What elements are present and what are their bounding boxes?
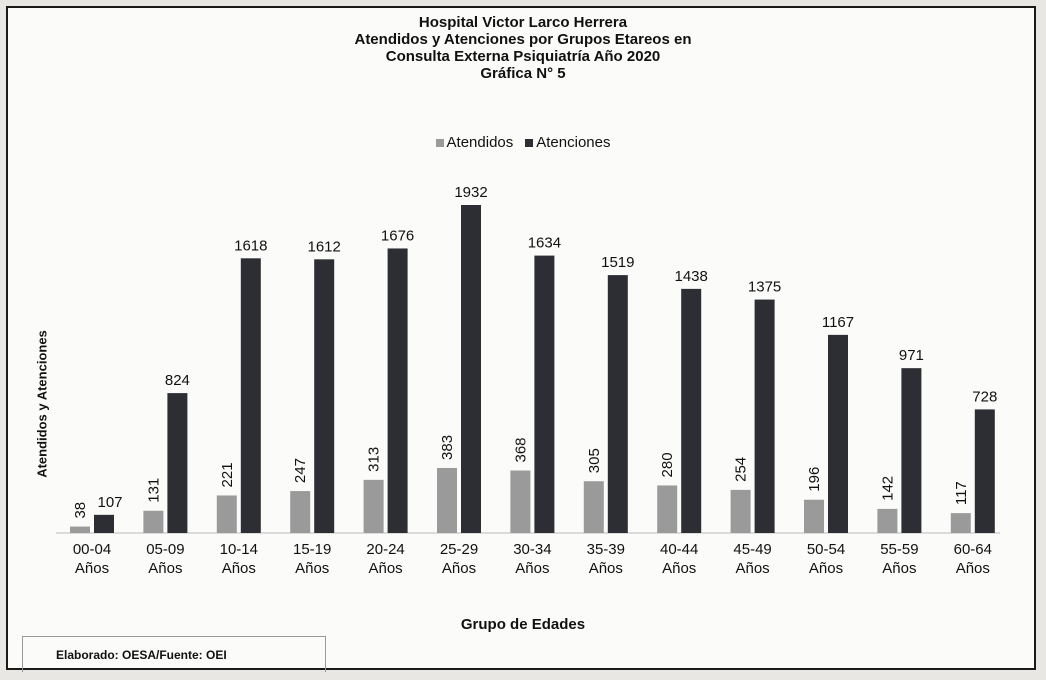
bar-atendidos [510, 470, 531, 533]
bar-atenciones [607, 275, 628, 533]
x-tick-label: 15-19 [293, 541, 331, 558]
data-label-atendidos: 280 [659, 452, 676, 477]
x-tick-label: 60-64 [954, 541, 992, 558]
bar-atenciones [754, 299, 775, 533]
bar-atendidos [583, 481, 604, 533]
legend-item-atendidos: Atendidos [435, 134, 514, 151]
data-label-atenciones: 107 [97, 494, 122, 511]
x-tick-label: Años [148, 560, 182, 577]
data-label-atenciones: 728 [972, 388, 997, 405]
bar-atenciones [534, 255, 555, 533]
data-label-atenciones: 824 [165, 372, 190, 389]
data-label-atenciones: 1676 [381, 227, 414, 244]
data-label-atendidos: 117 [953, 481, 970, 505]
bar-atenciones [828, 334, 848, 533]
bar-atenciones [681, 288, 702, 533]
data-label-atendidos: 196 [806, 467, 823, 492]
data-label-atendidos: 383 [439, 435, 456, 460]
x-tick-label: 30-34 [513, 541, 551, 558]
bar-atendidos [730, 489, 751, 533]
data-label-atendidos: 368 [512, 437, 529, 462]
bar-atendidos [70, 526, 90, 533]
data-label-atendidos: 247 [292, 458, 309, 483]
data-label-atenciones: 1438 [675, 268, 708, 285]
x-tick-label: Años [515, 560, 549, 577]
x-tick-label: Años [735, 560, 769, 577]
data-label-atenciones: 1618 [234, 237, 267, 254]
x-tick-label: Años [368, 560, 402, 577]
bar-atenciones [167, 393, 188, 533]
data-label-atendidos: 142 [879, 476, 896, 501]
x-tick-label: Años [956, 560, 990, 577]
bar-atendidos [143, 510, 164, 533]
data-label-atenciones: 1519 [601, 254, 634, 271]
x-tick-label: 55-59 [880, 541, 918, 558]
title-line: Gráfica N° 5 [480, 65, 566, 82]
bar-atendidos [877, 508, 898, 533]
title-line: Hospital Victor Larco Herrera [418, 14, 628, 31]
legend-swatch-atendidos [435, 138, 444, 147]
x-tick-label: 00-04 [73, 541, 111, 558]
bar-atenciones [314, 259, 335, 533]
x-tick-label: 40-44 [660, 541, 698, 558]
legend-swatch-atenciones [525, 138, 534, 147]
data-label-atendidos: 221 [219, 462, 236, 487]
bar-atenciones [901, 368, 922, 533]
title-line: Atendidos y Atenciones por Grupos Etareo… [354, 31, 692, 48]
data-label-atenciones: 1375 [748, 279, 781, 296]
legend-label-atendidos: Atendidos [446, 134, 514, 151]
title-line: Consulta Externa Psiquiatría Año 2020 [385, 48, 661, 65]
x-tick-label: 45-49 [733, 541, 771, 558]
data-label-atendidos: 131 [145, 478, 162, 503]
x-tick-label: Años [295, 560, 329, 577]
x-tick-label: Años [222, 560, 256, 577]
x-tick-label: 20-24 [366, 541, 404, 558]
bar-atendidos [950, 513, 971, 533]
x-tick-label: Años [589, 560, 623, 577]
data-label-atendidos: 313 [366, 447, 383, 472]
x-tick-label: 50-54 [807, 541, 845, 558]
data-label-atendidos: 254 [733, 457, 750, 482]
x-axis-label: Grupo de Edades [460, 616, 586, 633]
bar-atenciones [974, 409, 995, 533]
bar-atendidos [804, 499, 824, 533]
bar-atendidos [437, 467, 457, 533]
data-label-atendidos: 305 [586, 448, 603, 473]
source-note: Elaborado: OESA/Fuente: OEI [56, 648, 227, 662]
bar-atenciones [461, 205, 481, 533]
bar-atenciones [387, 248, 408, 533]
x-tick-label: Años [809, 560, 843, 577]
bar-atendidos [290, 491, 311, 533]
bar-atendidos [363, 479, 384, 533]
x-tick-label: 35-39 [587, 541, 625, 558]
legend-label-atenciones: Atenciones [536, 134, 611, 151]
legend-item-atenciones: Atenciones [525, 134, 610, 151]
x-tick-label: Años [662, 560, 696, 577]
data-label-atenciones: 971 [899, 347, 924, 364]
footer-box [22, 636, 326, 672]
data-label-atenciones: 1167 [822, 314, 854, 331]
x-tick-label: Años [882, 560, 916, 577]
x-tick-label: Años [442, 560, 476, 577]
data-label-atenciones: 1612 [308, 238, 341, 255]
chart-title: Hospital Victor Larco Herrera Atendidos … [8, 14, 1038, 82]
data-label-atenciones: 1634 [528, 235, 561, 252]
x-tick-label: 25-29 [440, 541, 478, 558]
x-tick-label: Años [75, 560, 109, 577]
bar-atendidos [216, 495, 237, 533]
chart-frame: Hospital Victor Larco Herrera Atendidos … [6, 6, 1038, 672]
x-tick-label: 05-09 [146, 541, 184, 558]
bar-atenciones [240, 258, 261, 533]
bar-atendidos [657, 485, 678, 533]
legend: Atendidos Atenciones [8, 134, 1038, 151]
data-label-atendidos: 38 [72, 502, 89, 519]
data-label-atenciones: 1932 [454, 184, 487, 201]
x-tick-label: 10-14 [220, 541, 258, 558]
bar-atenciones [94, 514, 114, 533]
